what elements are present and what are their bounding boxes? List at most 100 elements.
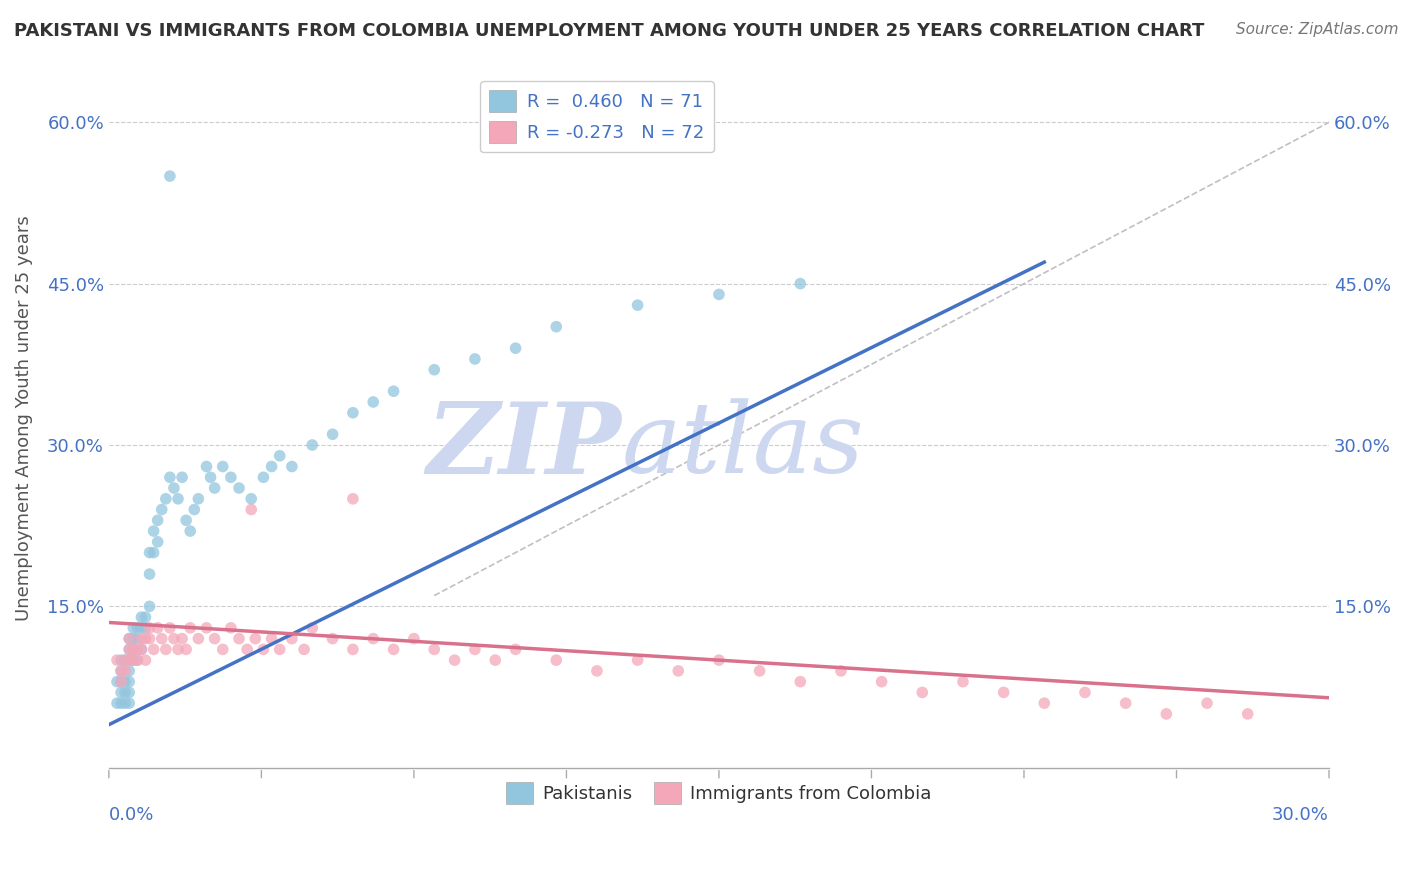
Point [131, 642, 153, 657]
Point [342, 642, 364, 657]
Point [118, 696, 141, 710]
Point [484, 653, 506, 667]
Point [245, 632, 267, 646]
Point [167, 491, 190, 506]
Point [204, 481, 226, 495]
Point [114, 685, 136, 699]
Point [142, 524, 165, 538]
Point [382, 384, 405, 399]
Point [240, 491, 263, 506]
Point [118, 632, 141, 646]
Point [122, 621, 145, 635]
Point [163, 481, 186, 495]
Point [322, 632, 344, 646]
Point [146, 534, 169, 549]
Point [748, 664, 770, 678]
Point [118, 642, 141, 657]
Text: Source: ZipAtlas.com: Source: ZipAtlas.com [1236, 22, 1399, 37]
Point [402, 632, 425, 646]
Point [114, 653, 136, 667]
Point [423, 642, 446, 657]
Point [134, 653, 156, 667]
Point [122, 653, 145, 667]
Point [195, 459, 218, 474]
Point [110, 696, 132, 710]
Point [789, 277, 811, 291]
Point [1074, 685, 1097, 699]
Point [361, 632, 384, 646]
Point [122, 632, 145, 646]
Point [167, 642, 190, 657]
Point [110, 664, 132, 678]
Point [200, 470, 222, 484]
Point [789, 674, 811, 689]
Point [228, 481, 250, 495]
Point [361, 395, 384, 409]
Point [118, 632, 141, 646]
Point [172, 470, 194, 484]
Point [870, 674, 893, 689]
Y-axis label: Unemployment Among Youth under 25 years: Unemployment Among Youth under 25 years [15, 215, 32, 621]
Legend: Pakistanis, Immigrants from Colombia: Pakistanis, Immigrants from Colombia [499, 774, 939, 811]
Point [993, 685, 1015, 699]
Point [110, 674, 132, 689]
Point [952, 674, 974, 689]
Point [219, 470, 242, 484]
Point [114, 674, 136, 689]
Point [138, 599, 160, 614]
Point [179, 621, 201, 635]
Point [269, 642, 291, 657]
Point [382, 642, 405, 657]
Point [626, 298, 648, 312]
Text: 30.0%: 30.0% [1272, 806, 1329, 824]
Point [131, 632, 153, 646]
Point [240, 502, 263, 516]
Point [110, 653, 132, 667]
Point [292, 642, 315, 657]
Point [142, 642, 165, 657]
Point [110, 664, 132, 678]
Point [183, 502, 205, 516]
Point [505, 341, 527, 355]
Point [342, 406, 364, 420]
Point [150, 502, 173, 516]
Point [281, 632, 304, 646]
Point [174, 642, 197, 657]
Point [142, 545, 165, 559]
Point [322, 427, 344, 442]
Point [1115, 696, 1137, 710]
Point [114, 696, 136, 710]
Text: 0.0%: 0.0% [108, 806, 155, 824]
Point [626, 653, 648, 667]
Point [127, 653, 149, 667]
Point [211, 642, 233, 657]
Point [172, 632, 194, 646]
Point [666, 664, 689, 678]
Point [505, 642, 527, 657]
Point [118, 653, 141, 667]
Point [586, 664, 609, 678]
Point [134, 621, 156, 635]
Point [260, 632, 283, 646]
Point [127, 632, 149, 646]
Point [1236, 706, 1258, 721]
Point [118, 642, 141, 657]
Point [443, 653, 465, 667]
Point [269, 449, 291, 463]
Point [707, 653, 730, 667]
Point [211, 459, 233, 474]
Point [179, 524, 201, 538]
Point [155, 642, 177, 657]
Point [155, 491, 177, 506]
Point [131, 610, 153, 624]
Point [260, 459, 283, 474]
Point [131, 621, 153, 635]
Point [146, 513, 169, 527]
Point [163, 632, 186, 646]
Point [138, 621, 160, 635]
Point [150, 632, 173, 646]
Point [546, 653, 568, 667]
Point [342, 491, 364, 506]
Point [127, 642, 149, 657]
Point [1156, 706, 1178, 721]
